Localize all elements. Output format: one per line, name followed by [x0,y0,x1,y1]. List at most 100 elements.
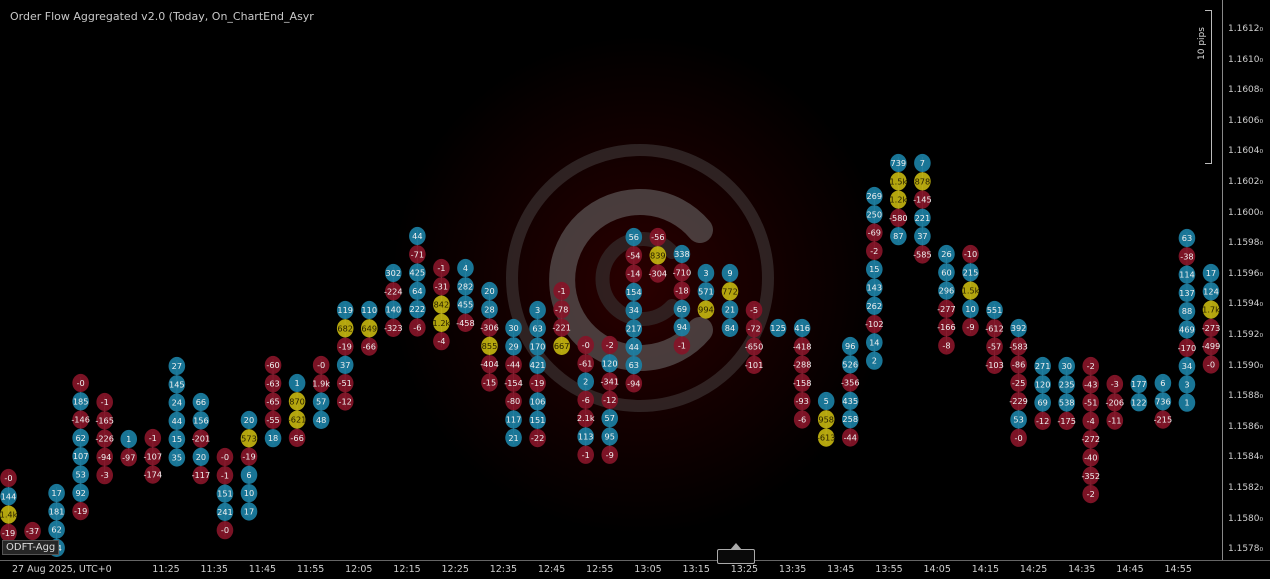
delta-bubble[interactable] [240,502,258,521]
delta-bubble[interactable] [72,502,89,521]
delta-bubble[interactable] [841,428,859,447]
delta-bubble[interactable] [986,337,1003,356]
delta-bubble[interactable] [625,264,643,283]
footprint-column[interactable]: 17 124 1.7k -273 -499 -0 [1202,263,1221,374]
delta-bubble[interactable] [1058,393,1075,412]
delta-bubble[interactable] [625,337,643,356]
delta-bubble[interactable] [240,484,258,503]
delta-bubble[interactable] [288,373,306,393]
delta-bubble[interactable] [649,264,667,283]
footprint-column[interactable]: -1 -107 -174 [144,428,163,484]
delta-bubble[interactable] [505,410,522,429]
delta-bubble[interactable] [1154,410,1172,429]
footprint-column[interactable]: 338 -710 -18 69 94 -1 [673,244,692,355]
delta-bubble[interactable] [553,336,570,355]
delta-bubble[interactable] [72,392,89,411]
footprint-column[interactable]: 30 235 538 -175 [1057,356,1076,430]
delta-bubble[interactable] [1178,228,1196,248]
delta-bubble[interactable] [841,410,859,429]
delta-bubble[interactable] [168,393,186,412]
delta-bubble[interactable] [962,299,979,318]
footprint-column[interactable]: 110 649 -66 [360,300,378,356]
delta-bubble[interactable] [866,241,883,260]
delta-bubble[interactable] [866,333,883,352]
footprint-column[interactable]: -1 -31 842 1.2k -4 [433,258,451,351]
delta-bubble[interactable] [986,300,1003,320]
delta-bubble[interactable] [48,502,65,521]
delta-bubble[interactable] [1034,393,1051,412]
delta-bubble[interactable] [914,208,931,227]
delta-bubble[interactable] [673,336,691,355]
delta-bubble[interactable] [312,392,330,411]
delta-bubble[interactable] [553,300,570,319]
footprint-column[interactable]: 63 -38 114 137 88 469 -170 34 3 1 [1178,228,1197,412]
footprint-column[interactable]: 392 -583 -86 -25 -229 53 -0 [1009,318,1028,447]
delta-bubble[interactable] [1178,320,1196,339]
delta-bubble[interactable] [360,300,378,320]
delta-bubble[interactable] [625,227,643,247]
delta-bubble[interactable] [240,465,258,484]
footprint-column[interactable]: -56 839 -304 [649,227,668,283]
delta-bubble[interactable] [890,172,907,191]
delta-bubble[interactable] [962,263,979,282]
delta-bubble[interactable] [721,300,739,319]
delta-bubble[interactable] [240,429,258,448]
delta-bubble[interactable] [409,318,426,337]
delta-bubble[interactable] [817,428,835,447]
delta-bubble[interactable] [914,227,931,246]
delta-bubble[interactable] [817,410,835,429]
footprint-column[interactable]: 3 571 994 [697,263,715,319]
delta-bubble[interactable] [481,336,498,355]
delta-bubble[interactable] [841,373,859,392]
delta-bubble[interactable] [168,411,186,430]
delta-bubble[interactable] [1178,375,1196,394]
footprint-column[interactable]: 119 682 -19 37 -51 -12 [336,300,354,411]
delta-bubble[interactable] [72,447,89,466]
delta-bubble[interactable] [866,205,883,224]
delta-bubble[interactable] [1058,375,1075,394]
delta-bubble[interactable] [0,505,17,524]
delta-bubble[interactable] [457,277,474,296]
delta-bubble[interactable] [673,244,691,264]
delta-bubble[interactable] [1202,263,1220,283]
delta-bubble[interactable] [192,466,210,485]
delta-bubble[interactable] [264,392,282,411]
delta-bubble[interactable] [336,392,354,411]
delta-bubble[interactable] [866,296,883,315]
delta-bubble[interactable] [841,355,859,374]
delta-bubble[interactable] [144,465,162,484]
delta-bubble[interactable] [1106,393,1124,412]
delta-bubble[interactable] [505,337,522,356]
delta-bubble[interactable] [1034,411,1051,430]
delta-bubble[interactable] [529,319,546,338]
delta-bubble[interactable] [673,263,691,282]
delta-bubble[interactable] [553,281,570,301]
footprint-column[interactable]: -2 -43 -51 -4 -272 -40 -352 -2 [1081,356,1100,504]
delta-bubble[interactable] [336,300,354,320]
footprint-column[interactable]: 27 145 24 44 15 35 [168,356,186,467]
footprint-column[interactable]: 271 120 69 -12 [1034,356,1051,430]
delta-bubble[interactable] [529,337,546,356]
delta-bubble[interactable] [96,392,113,412]
footprint-column[interactable]: 125 [769,318,787,338]
footprint-column[interactable]: 551 -612 -57 -103 [985,300,1004,374]
delta-bubble[interactable] [336,337,354,356]
delta-bubble[interactable] [649,246,667,265]
delta-bubble[interactable] [312,374,330,393]
delta-bubble[interactable] [1082,411,1100,430]
delta-bubble[interactable] [625,374,643,393]
delta-bubble[interactable] [216,466,234,485]
delta-bubble[interactable] [721,282,739,301]
delta-bubble[interactable] [625,246,643,265]
footprint-column[interactable]: -5 -72 -650 -101 [745,300,764,374]
footprint-column[interactable]: 739 1.5k 1.2k -580 87 [889,153,908,246]
delta-bubble[interactable] [577,409,594,428]
delta-bubble[interactable] [1154,392,1172,411]
delta-bubble[interactable] [240,410,258,430]
delta-bubble[interactable] [697,282,715,301]
delta-bubble[interactable] [216,502,234,521]
delta-bubble[interactable] [1202,318,1220,337]
delta-bubble[interactable] [505,392,522,411]
delta-bubble[interactable] [96,411,113,430]
order-flow-chart[interactable]: -01441.4k-19-37171816264-0185-1466210753… [0,0,1222,560]
